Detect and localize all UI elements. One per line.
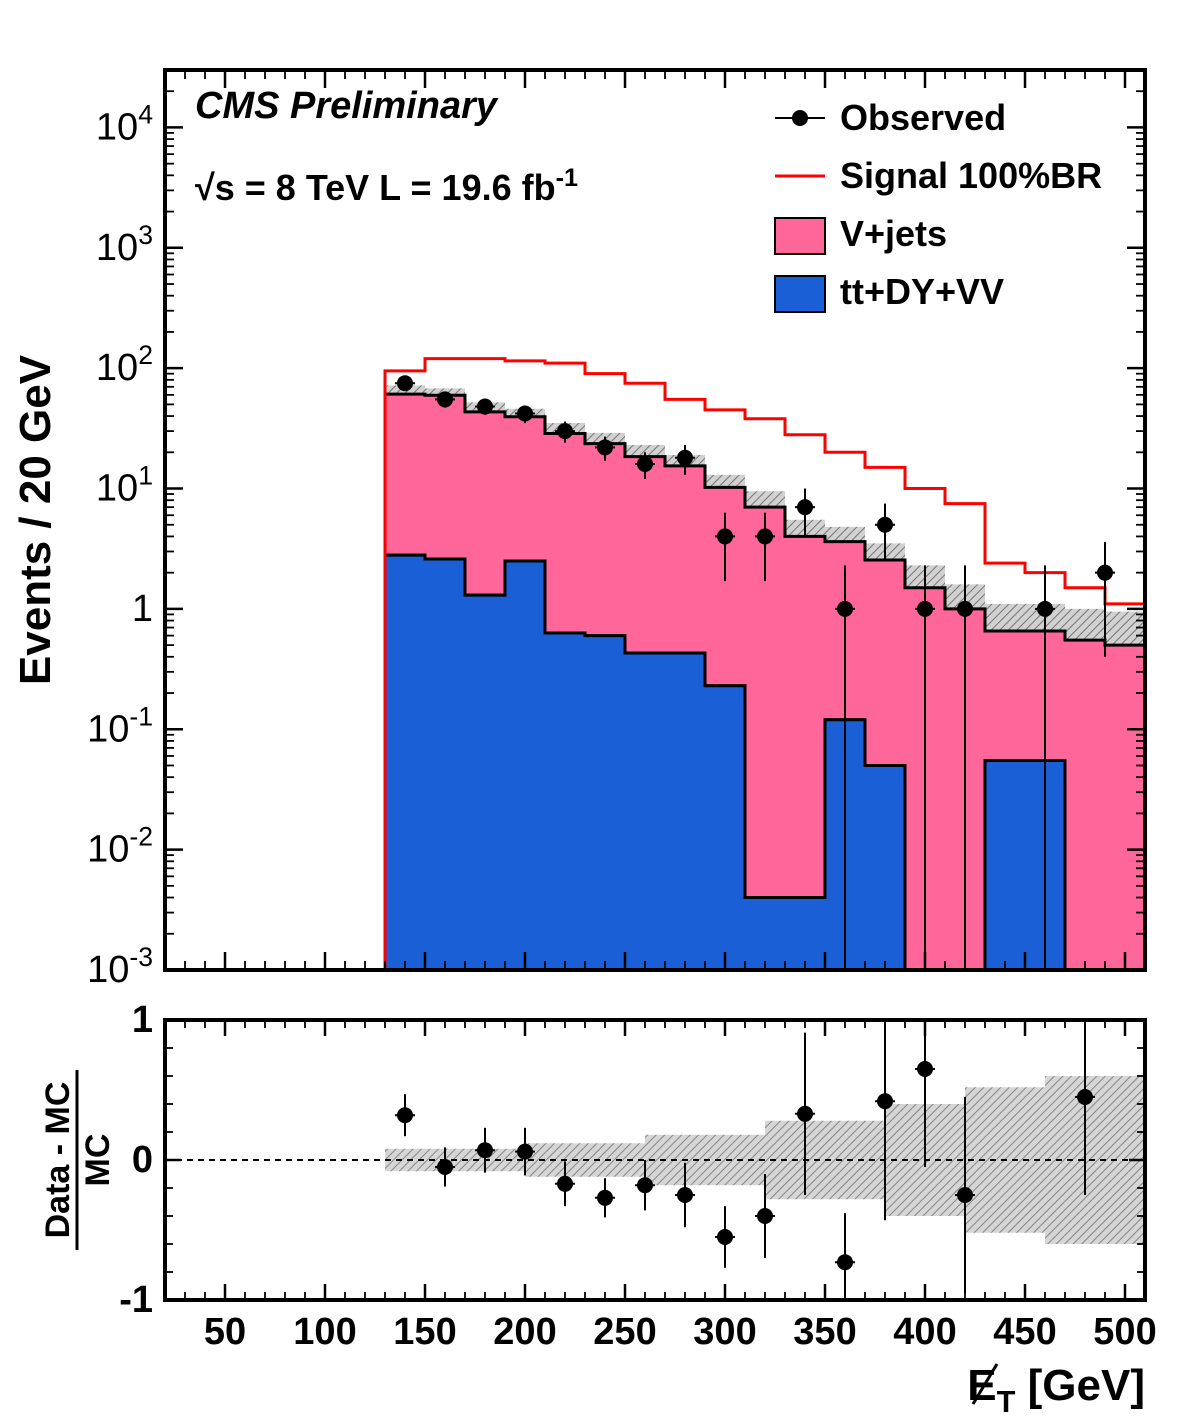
ratio-ytick-label: 1 (132, 999, 153, 1041)
data-point (557, 423, 573, 439)
ratio-xtick-label: 300 (693, 1311, 756, 1353)
ratio-point (597, 1190, 613, 1206)
chart-subtitle: √s = 8 TeV L = 19.6 fb-1 (195, 164, 578, 208)
ratio-point (757, 1208, 773, 1224)
data-point (917, 601, 933, 617)
ytick-label: 10-2 (87, 822, 153, 871)
ratio-label-numerator: Data - MC (39, 1082, 77, 1239)
ratio-point (717, 1229, 733, 1245)
data-point (797, 499, 813, 515)
ratio-y-label-group: Data - MCMC (39, 1070, 117, 1250)
ratio-point (917, 1061, 933, 1077)
data-point (957, 601, 973, 617)
ratio-point (637, 1177, 653, 1193)
ratio-xtick-label: 200 (493, 1311, 556, 1353)
ratio-xtick-label: 400 (893, 1311, 956, 1353)
ratio-xtick-label: 450 (993, 1311, 1056, 1353)
legend-vjets-label: V+jets (840, 213, 947, 254)
ytick-label: 10-1 (87, 701, 153, 750)
ratio-ytick-label: -1 (119, 1279, 153, 1321)
ytick-label: 1 (132, 588, 153, 630)
ratio-xtick-label: 150 (393, 1311, 456, 1353)
ratio-xtick-label: 100 (293, 1311, 356, 1353)
ratio-point (677, 1187, 693, 1203)
data-point (717, 528, 733, 544)
ratio-xtick-label: 350 (793, 1311, 856, 1353)
data-point (637, 456, 653, 472)
data-point (757, 528, 773, 544)
data-point (437, 391, 453, 407)
ratio-point (517, 1144, 533, 1160)
y-axis-label: Events / 20 GeV (11, 354, 60, 685)
legend-vjets-swatch (775, 218, 825, 254)
ratio-point (477, 1142, 493, 1158)
ytick-label: 10-3 (87, 942, 153, 991)
legend-ttdyvv-label: tt+DY+VV (840, 271, 1004, 312)
data-point (477, 399, 493, 415)
ratio-point (837, 1254, 853, 1270)
ratio-plot-area (165, 1020, 1145, 1300)
ratio-xtick-label: 250 (593, 1311, 656, 1353)
chart-container: 10-310-210-11101102103104Events / 20 GeV… (0, 0, 1181, 1416)
ratio-point (957, 1187, 973, 1203)
ytick-label: 104 (96, 99, 153, 148)
main-plot-area (385, 359, 1145, 970)
legend-signal-label: Signal 100%BR (840, 155, 1102, 196)
legend-observed-label: Observed (840, 97, 1006, 138)
data-point (1097, 565, 1113, 581)
data-point (597, 439, 613, 455)
chart-title: CMS Preliminary (195, 85, 499, 127)
ytick-label: 103 (96, 220, 153, 269)
data-point (397, 375, 413, 391)
data-point (677, 450, 693, 466)
ytick-label: 101 (96, 461, 153, 510)
legend-observed-marker (792, 110, 808, 126)
ratio-point (797, 1106, 813, 1122)
data-point (1037, 601, 1053, 617)
data-point (837, 601, 853, 617)
ratio-xtick-label: 500 (1093, 1311, 1156, 1353)
ratio-point (557, 1176, 573, 1192)
ratio-xtick-label: 50 (204, 1311, 246, 1353)
data-point (877, 517, 893, 533)
ratio-point (1077, 1089, 1093, 1105)
ratio-point (437, 1159, 453, 1175)
legend-ttdyvv-swatch (775, 276, 825, 312)
ratio-point (397, 1107, 413, 1123)
chart-svg: 10-310-210-11101102103104Events / 20 GeV… (0, 0, 1181, 1416)
ratio-point (877, 1093, 893, 1109)
ytick-label: 102 (96, 340, 153, 389)
ratio-label-denominator: MC (79, 1134, 117, 1187)
ratio-ytick-label: 0 (132, 1139, 153, 1181)
data-point (517, 406, 533, 422)
